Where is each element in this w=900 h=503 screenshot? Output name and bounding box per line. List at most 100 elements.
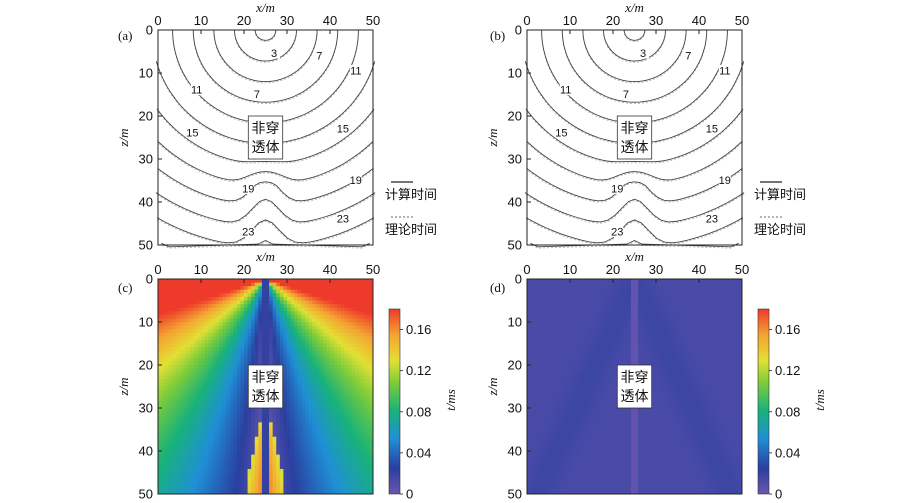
heatmap-cell [315,361,320,366]
heatmap-cell [222,443,227,448]
heatmap-cell [236,343,241,348]
heatmap-cell [165,300,170,305]
heatmap-cell [218,325,223,330]
heatmap-cell [254,422,259,427]
heatmap-cell [258,279,263,283]
heatmap-cell [211,293,216,298]
heatmap-cell [344,386,349,391]
heatmap-cell [577,357,582,362]
heatmap-cell [541,451,546,455]
heatmap-cell [351,479,356,484]
heatmap-cell [530,332,535,337]
heatmap-cell [240,433,245,438]
heatmap-cell [548,329,553,334]
heatmap-cell [315,329,320,334]
heatmap-cell [222,339,227,344]
heatmap-cell [269,461,274,466]
heatmap-cell [365,357,370,362]
heatmap-cell [190,436,195,441]
heatmap-cell [272,282,277,287]
heatmap-cell [362,382,367,387]
heatmap-cell [208,476,213,481]
heatmap-cell [240,372,245,377]
heatmap-cell [269,318,274,323]
heatmap-cell [527,382,531,387]
heatmap-cell [294,468,299,473]
heatmap-cell [208,329,213,334]
heatmap-cell [552,286,557,291]
heatmap-cell [555,365,560,369]
heatmap-cell [244,339,248,344]
heatmap-cell [534,339,539,344]
heatmap-cell [276,472,281,477]
heatmap-cell [587,318,592,323]
heatmap-cell [222,393,227,398]
heatmap-cell [244,282,248,287]
heatmap-cell [226,400,231,405]
heatmap-cell [552,436,557,441]
heatmap-cell [290,347,295,352]
heatmap-cell [537,440,542,445]
heatmap-cell [190,375,195,380]
heatmap-cell [247,296,252,301]
heatmap-cell [168,461,173,466]
heatmap-cell [179,418,184,423]
heatmap-cell [272,279,277,283]
heatmap-cell [233,490,238,495]
heatmap-cell [308,451,313,455]
heatmap-cell [186,365,191,369]
heatmap-cell [355,451,360,455]
heatmap-cell [279,490,284,495]
contour-label: 15 [555,128,567,140]
heatmap-cell [552,490,557,495]
heatmap-cell [552,476,557,481]
heatmap-cell [595,393,600,398]
heatmap-cell [287,296,291,301]
heatmap-cell [573,429,578,434]
heatmap-cell [319,490,324,495]
heatmap-cell [179,397,184,402]
heatmap-cell [175,336,180,341]
heatmap-cell [570,411,574,416]
heatmap-cell [315,429,320,434]
heatmap-cell [555,372,560,377]
heatmap-cell [326,350,331,355]
heatmap-cell [276,279,281,283]
panel-label: (b) [490,28,505,43]
heatmap-cell [279,325,284,330]
heatmap-cell [340,468,345,473]
heatmap-cell [322,476,327,481]
heatmap-cell [358,357,363,362]
heatmap-cell [251,411,256,416]
heatmap-cell [369,289,374,294]
heatmap-cell [315,418,320,423]
heatmap-cell [172,386,177,391]
heatmap-cell [591,404,596,409]
heatmap-cell [570,465,574,470]
heatmap-cell [297,443,302,448]
heatmap-cell [555,325,560,330]
heatmap-cell [168,289,173,294]
heatmap-cell [566,300,571,305]
heatmap-cell [179,461,184,466]
heatmap-cell [244,458,248,463]
heatmap-cell [304,343,309,348]
heatmap-cell [319,300,324,305]
heatmap-cell [562,436,567,441]
heatmap-cell [365,433,370,438]
heatmap-cell [337,436,342,441]
heatmap-cell [315,354,320,359]
heatmap-cell [265,300,270,305]
heatmap-cell [577,486,582,491]
heatmap-cell [161,468,166,473]
heatmap-cell [294,357,299,362]
heatmap-cell [319,397,324,402]
heatmap-cell [319,350,324,355]
heatmap-cell [244,286,248,291]
heatmap-cell [226,404,231,409]
heatmap-cell [165,354,170,359]
heatmap-cell [584,386,589,391]
heatmap-cell [204,314,209,319]
heatmap-cell [186,447,191,452]
heatmap-cell [229,365,234,369]
